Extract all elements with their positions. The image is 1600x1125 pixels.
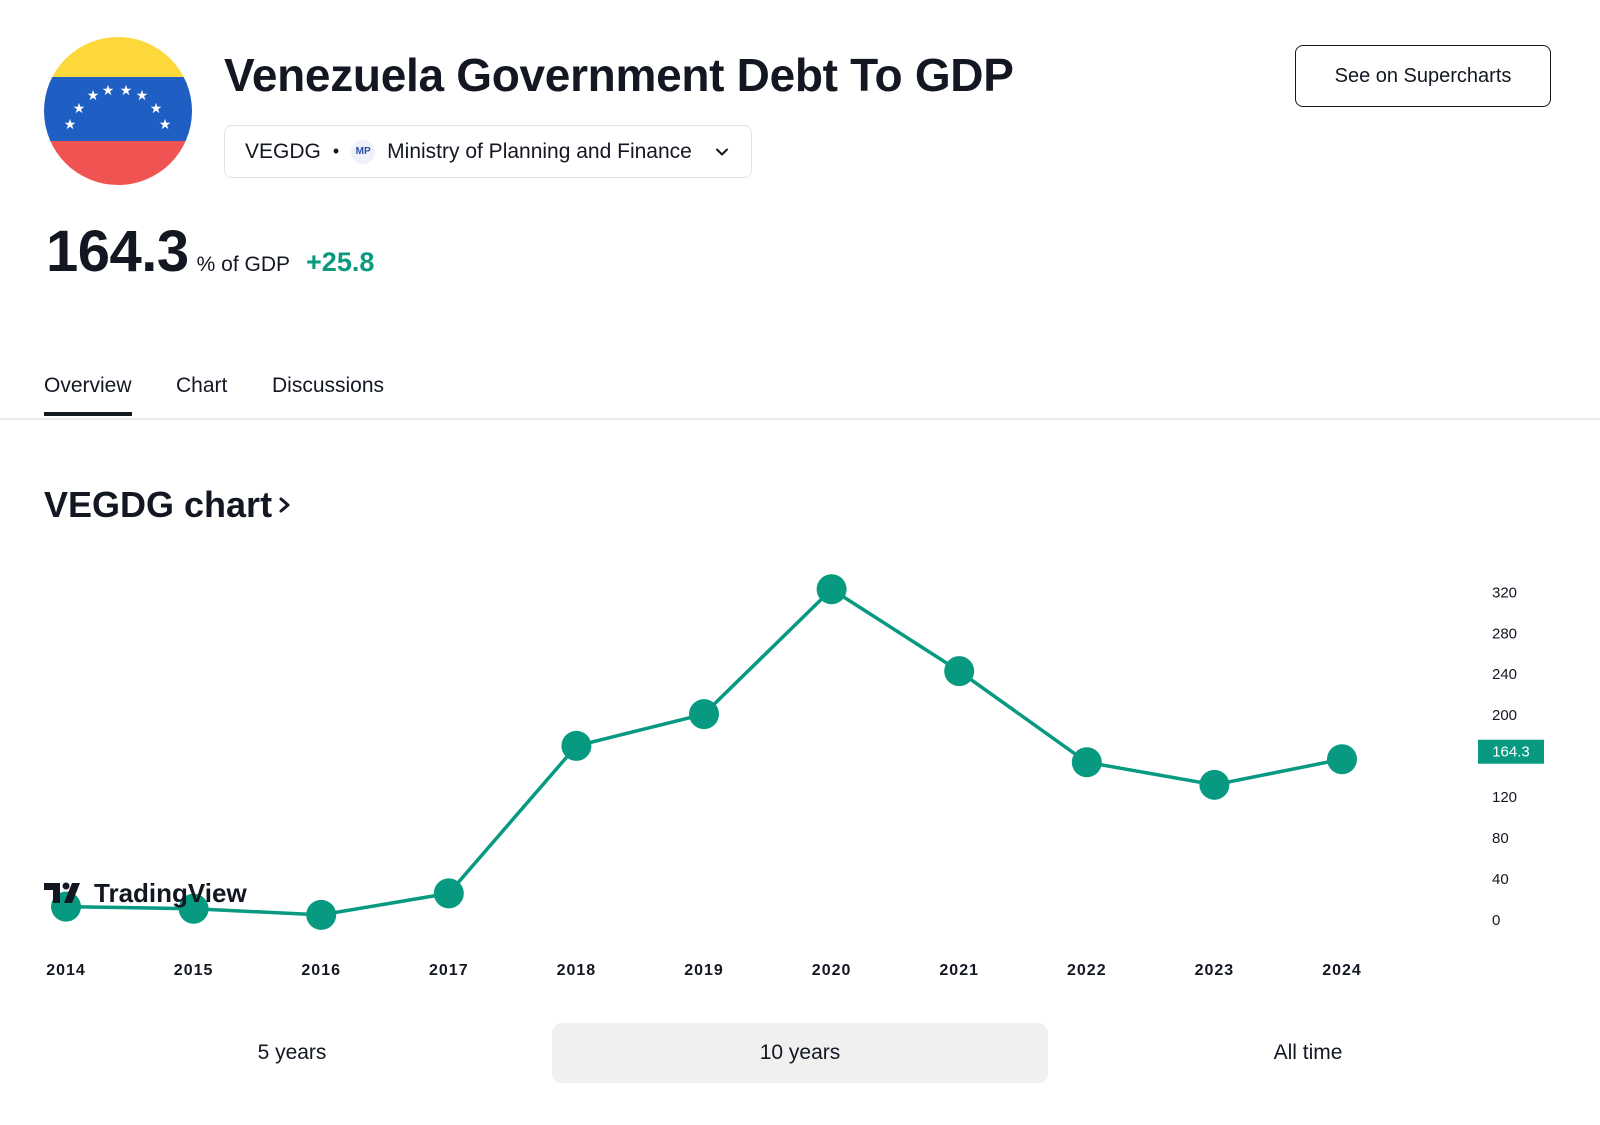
data-point-2016[interactable]: [306, 899, 337, 930]
tab-bar: Overview Chart Discussions: [0, 360, 1600, 420]
x-tick-label: 2022: [1067, 962, 1107, 979]
range-5-years-button[interactable]: 5 years: [257, 1041, 327, 1064]
debt-to-gdp-chart[interactable]: 2014 2015 2016 2017 2018 2019 2020 2021 2022 2023…: [0, 540, 1600, 980]
chevron-down-icon: [713, 143, 731, 161]
current-value: 164.3: [46, 219, 189, 284]
x-tick-label: 2021: [939, 962, 979, 979]
tab-chart[interactable]: Chart: [176, 374, 228, 397]
y-tick-label: 0: [1492, 912, 1500, 929]
y-tick-label: 200: [1492, 707, 1517, 724]
series-line: [65, 587, 1343, 917]
current-value-row: 164.3 % of GDP +25.8: [46, 218, 374, 285]
last-value-badge: [1478, 739, 1544, 764]
x-tick-label: 2018: [557, 962, 597, 979]
svg-text:★: ★: [150, 101, 163, 117]
data-point-2019[interactable]: [689, 699, 719, 730]
source-name: Ministry of Planning and Finance: [387, 139, 692, 163]
value-change: +25.8: [306, 247, 375, 277]
x-tick-label: 2024: [1322, 962, 1362, 979]
x-tick-label: 2016: [301, 962, 341, 979]
x-tick-label: 2015: [174, 962, 214, 979]
y-tick-label: 120: [1492, 789, 1517, 806]
data-point-2024[interactable]: [1327, 744, 1357, 775]
svg-text:★: ★: [87, 88, 100, 104]
source-logo-icon: MP: [351, 139, 376, 164]
x-tick-label: 2017: [429, 962, 469, 979]
y-tick-label: 80: [1492, 830, 1509, 847]
svg-text:★: ★: [64, 117, 77, 133]
tradingview-watermark: TradingView: [44, 878, 247, 908]
data-point-2020[interactable]: [816, 574, 847, 605]
svg-text:★: ★: [159, 117, 172, 133]
tab-discussions[interactable]: Discussions: [272, 374, 385, 397]
last-value-label: 164.3: [1492, 744, 1530, 761]
tab-overview[interactable]: Overview: [44, 374, 132, 416]
x-tick-label: 2023: [1195, 962, 1235, 979]
value-unit: % of GDP: [196, 253, 291, 276]
range-10-years-button[interactable]: 10 years: [552, 1023, 1048, 1083]
svg-text:★: ★: [102, 83, 115, 99]
chart-section-title-text: VEGDG chart: [44, 484, 273, 525]
svg-text:★: ★: [73, 101, 86, 117]
y-tick-label: 320: [1492, 584, 1517, 601]
y-tick-label: 40: [1492, 871, 1509, 888]
data-point-2015[interactable]: [178, 893, 209, 924]
chevron-right-icon: [279, 497, 290, 513]
page-title: Venezuela Government Debt To GDP: [224, 49, 1014, 101]
y-tick-label: 240: [1492, 666, 1517, 683]
source-selector[interactable]: VEGDG • MP Ministry of Planning and Fina…: [224, 125, 752, 178]
range-all-time-button[interactable]: All time: [1273, 1041, 1343, 1064]
separator-dot: •: [332, 141, 340, 161]
data-point-2022[interactable]: [1071, 747, 1102, 778]
data-point-2017[interactable]: [433, 878, 464, 909]
data-point-2018[interactable]: [561, 730, 592, 761]
venezuela-flag-icon: ★ ★ ★ ★ ★ ★ ★ ★: [44, 37, 192, 185]
range-selector: 5 years 10 years All time: [44, 1023, 1556, 1083]
data-point-2021[interactable]: [944, 656, 975, 687]
chart-section-title[interactable]: VEGDG chart: [44, 484, 294, 526]
x-tick-label: 2020: [812, 962, 852, 979]
symbol-label: VEGDG: [245, 139, 321, 163]
y-tick-label: 280: [1492, 625, 1517, 642]
svg-text:★: ★: [136, 88, 149, 104]
tradingview-logo-text: TradingView: [94, 878, 247, 908]
x-tick-label: 2019: [684, 962, 724, 979]
x-tick-label: 2014: [46, 962, 86, 979]
svg-text:★: ★: [120, 83, 133, 99]
see-on-supercharts-button[interactable]: See on Supercharts: [1295, 45, 1551, 107]
data-point-2023[interactable]: [1199, 769, 1230, 800]
